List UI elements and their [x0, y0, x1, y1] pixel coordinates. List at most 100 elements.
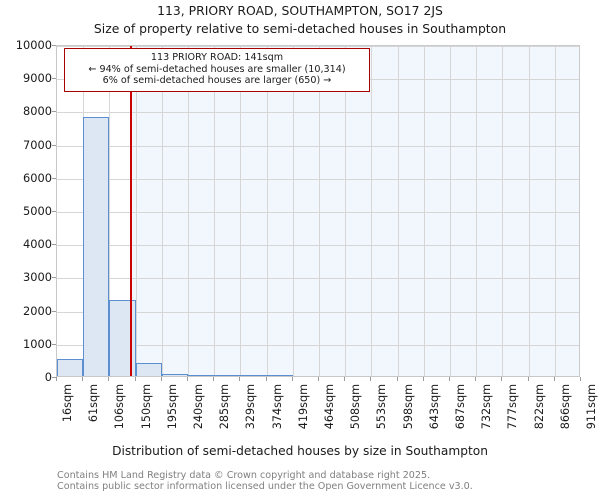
y-axis-tick-label: 9000: [23, 71, 52, 86]
x-axis-tick-mark: [501, 377, 503, 381]
x-axis-tick-label: 329sqm: [244, 384, 258, 430]
y-axis-tick-label: 3000: [23, 270, 52, 285]
x-axis-tick-mark: [370, 377, 372, 381]
gridline: [214, 46, 216, 376]
gridline: [528, 46, 530, 376]
y-axis-tick-label: 8000: [23, 104, 52, 119]
gridline: [161, 46, 163, 376]
gridline: [57, 112, 579, 114]
x-axis-tick-mark: [265, 377, 267, 381]
gridline: [476, 46, 478, 376]
x-axis-tick-mark: [239, 377, 241, 381]
x-axis-tick-label: 732sqm: [480, 384, 494, 430]
x-axis-tick-mark: [422, 377, 424, 381]
x-axis-tick-mark: [553, 377, 555, 381]
x-axis-tick-mark: [580, 377, 581, 381]
annotation-box: 113 PRIORY ROAD: 141sqm ← 94% of semi-de…: [64, 48, 370, 92]
x-axis-tick-label: 195sqm: [165, 384, 179, 430]
histogram-bar: [161, 373, 188, 376]
histogram-bar: [240, 374, 267, 376]
y-axis-tick-mark: [52, 343, 56, 345]
x-axis-tick-label: 553sqm: [375, 384, 389, 430]
x-axis-tick-mark: [396, 377, 398, 381]
gridline: [109, 46, 111, 376]
x-axis-tick-label: 106sqm: [113, 384, 127, 430]
gridline: [502, 46, 504, 376]
footer-line-2: Contains public sector information licen…: [57, 481, 473, 493]
x-axis-tick-mark: [291, 377, 293, 381]
x-axis-tick-label: 419sqm: [296, 384, 310, 430]
y-axis-tick-mark: [52, 144, 56, 146]
x-axis-tick-mark: [344, 377, 346, 381]
plot-area: [56, 45, 580, 377]
x-axis-tick-label: 16sqm: [61, 384, 74, 423]
y-axis-tick-mark: [52, 277, 56, 279]
footer-line-1: Contains HM Land Registry data © Crown c…: [57, 470, 431, 481]
gridline: [266, 46, 268, 376]
x-axis-tick-label: 508sqm: [349, 384, 363, 430]
x-axis-tick-mark: [449, 377, 450, 381]
chart-subtitle: Size of property relative to semi-detach…: [93, 21, 507, 36]
gridline: [57, 46, 579, 47]
y-axis-tick-mark: [52, 377, 56, 378]
x-axis-tick-mark: [160, 377, 162, 381]
histogram-bar: [135, 362, 162, 376]
x-axis-tick-label: 822sqm: [532, 384, 546, 430]
x-axis-tick-label: 866sqm: [558, 384, 572, 430]
x-axis-tick-mark: [527, 377, 529, 381]
x-axis-tick-label: 598sqm: [401, 384, 415, 430]
x-axis-tick-mark: [134, 377, 136, 381]
x-axis-tick-mark: [318, 377, 319, 381]
x-axis-tick-label: 150sqm: [139, 384, 153, 430]
y-axis-tick-label: 0: [44, 370, 52, 384]
x-axis-tick-mark: [187, 377, 188, 381]
y-axis-tick-label: 1000: [23, 336, 52, 351]
y-axis-tick-label: 2000: [23, 303, 52, 318]
x-axis-tick-mark: [56, 377, 57, 381]
footer-attribution: Contains HM Land Registry data © Crown c…: [57, 470, 597, 493]
x-axis-tick-label: 374sqm: [270, 384, 284, 430]
gridline: [345, 46, 347, 376]
y-axis-tick-mark: [52, 244, 56, 246]
y-axis-tick-label: 10000: [15, 38, 52, 52]
x-axis-tick-mark: [82, 377, 84, 381]
x-axis-title: Distribution of semi-detached houses by …: [112, 444, 488, 458]
x-axis-tick-label: 687sqm: [454, 384, 467, 430]
property-marker-line: [130, 46, 133, 376]
x-axis-tick-mark: [475, 377, 477, 381]
x-axis-tick-label: 911sqm: [585, 384, 598, 430]
gridline: [554, 46, 556, 376]
y-axis-tick-label: 5000: [23, 204, 52, 218]
gridline: [188, 46, 189, 376]
histogram-bar: [57, 359, 84, 376]
histogram-bar: [214, 374, 241, 376]
gridline: [57, 145, 579, 147]
gridline: [397, 46, 399, 376]
y-axis-tick-mark: [52, 111, 56, 113]
x-axis-tick-label: 285sqm: [218, 384, 232, 430]
annotation-line-1: 113 PRIORY ROAD: 141sqm: [150, 52, 284, 63]
gridline: [57, 178, 579, 180]
x-axis-tick-mark: [213, 377, 215, 381]
histogram-bar: [188, 374, 215, 376]
gridline: [450, 46, 451, 376]
chart-title: 113, PRIORY ROAD, SOUTHAMPTON, SO17 2JS: [157, 3, 443, 18]
x-axis-tick-label: 61sqm: [87, 384, 101, 423]
larger-region-shading: [130, 46, 579, 376]
y-axis-tick-label: 4000: [23, 237, 52, 252]
gridline: [57, 245, 579, 247]
y-axis-tick-mark: [52, 310, 56, 312]
y-axis-tick-mark: [52, 45, 56, 46]
gridline: [57, 311, 579, 313]
gridline: [57, 278, 579, 280]
histogram-bar: [83, 117, 110, 376]
x-axis-tick-label: 643sqm: [427, 384, 441, 430]
annotation-line-3: 6% of semi-detached houses are larger (6…: [102, 75, 332, 87]
x-axis-tick-label: 464sqm: [323, 384, 336, 430]
gridline: [319, 46, 320, 376]
gridline: [57, 344, 579, 346]
annotation-line-2: ← 94% of semi-detached houses are smalle…: [88, 63, 346, 75]
y-axis-tick-mark: [52, 177, 56, 179]
x-axis-tick-mark: [108, 377, 110, 381]
gridline: [292, 46, 294, 376]
